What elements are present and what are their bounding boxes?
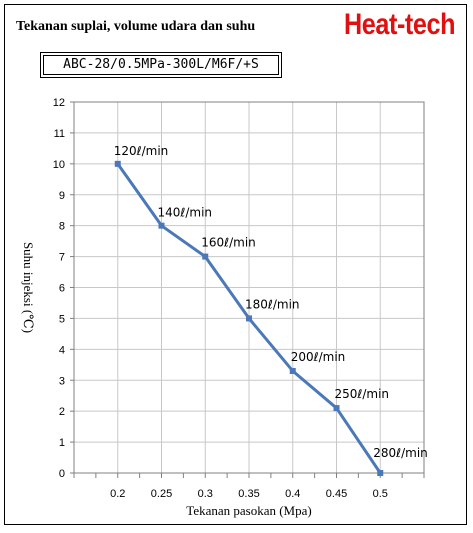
y-tick-label: 6 [59,283,65,295]
data-label: 140ℓ/min [158,206,213,220]
x-tick-label: 0.45 [326,488,347,500]
data-label: 280ℓ/min [373,446,428,460]
x-tick-label: 0.5 [373,488,388,500]
chart-title: Tekanan suplai, volume udara dan suhu [16,19,256,34]
data-point [202,253,209,260]
x-axis-title: Tekanan pasokan (Mpa) [186,503,311,518]
y-axis-title: Suhu injeksi (℃) [21,242,36,333]
y-tick-label: 0 [59,468,65,480]
y-tick-label: 11 [54,128,65,140]
y-tick-label: 4 [59,344,65,356]
y-tick-label: 9 [59,190,65,202]
x-tick-label: 0.4 [285,488,300,500]
model-label: ABC-28/0.5MPa-300L/M6F/+S [43,55,279,75]
x-tick-label: 0.35 [238,488,259,500]
brand-logo: Heat-tech [344,8,456,41]
chart-frame [4,4,467,525]
y-tick-label: 10 [53,159,65,171]
y-tick-label: 3 [59,375,65,387]
x-tick-label: 0.25 [151,488,172,500]
y-tick-label: 5 [59,313,65,325]
data-label: 250ℓ/min [335,387,390,401]
data-label: 180ℓ/min [245,297,300,311]
data-point [246,315,252,322]
data-point [289,367,296,374]
y-tick-label: 12 [53,97,65,109]
data-point [114,160,121,167]
data-point [158,222,165,229]
data-label: 200ℓ/min [291,350,346,364]
y-tick-label: 2 [59,406,65,418]
data-point [377,470,384,476]
data-labels: 120ℓ/min 140ℓ/min 160ℓ/min 180ℓ/min 200ℓ/min… [114,144,428,460]
data-label: 160ℓ/min [201,236,256,250]
model-box: ABC-28/0.5MPa-300L/M6F/+S [40,52,282,78]
data-point [333,405,340,412]
y-tick-label: 8 [59,221,65,233]
data-label: 120ℓ/min [114,144,169,158]
x-tick-label: 0.2 [110,488,125,500]
y-tick-label: 1 [59,437,65,449]
x-tick-label: 0.3 [198,488,213,500]
y-tick-label: 7 [59,252,65,264]
x-axis: 0.2 0.25 0.3 0.35 0.4 0.45 0.5 [73,473,425,500]
series [114,160,384,476]
